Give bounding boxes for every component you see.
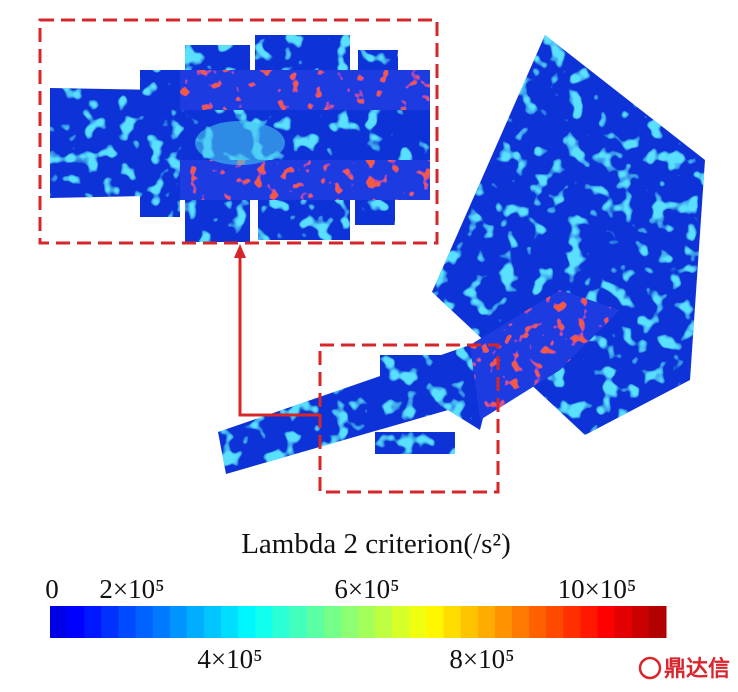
colorbar-step [306, 606, 325, 638]
colorbar-step [204, 606, 222, 638]
tick-label: 2×10⁵ [99, 574, 164, 604]
colorbar-step [221, 606, 239, 638]
colorbar-step [255, 606, 273, 638]
colorbar-step [101, 606, 119, 638]
colorbar-step [340, 606, 359, 638]
colorbar-step [443, 606, 462, 638]
zoom-frame [318, 343, 500, 494]
colorbar-step [409, 606, 427, 638]
watermark: 鼎达信 [664, 656, 730, 682]
colorbar-step [563, 606, 581, 638]
watermark-logo [638, 656, 662, 680]
colorbar-step [426, 606, 445, 638]
colorbar-step [169, 606, 188, 638]
inset-vortex [180, 70, 430, 200]
colorbar-step [323, 606, 342, 638]
colorbar-title: Lambda 2 criterion(/s²) [241, 528, 511, 560]
arrow-head [234, 244, 246, 258]
colorbar-step [186, 606, 205, 638]
colorbar-step [392, 606, 410, 638]
colorbar-step [648, 606, 667, 638]
colorbar-step [289, 606, 308, 638]
colorbar-step [67, 606, 85, 638]
colorbar-step [580, 606, 599, 638]
colorbar-step [631, 606, 650, 638]
tick-label: 0 [45, 574, 59, 604]
tick-label: 6×10⁵ [334, 574, 399, 604]
inset-frame [38, 18, 439, 245]
colorbar-step [152, 606, 171, 638]
tick-label: 4×10⁵ [197, 644, 262, 674]
colorbar-step [358, 606, 376, 638]
colorbar [50, 606, 667, 638]
colorbar-step [135, 606, 154, 638]
colorbar-step [375, 606, 393, 638]
colorbar-step [512, 606, 530, 638]
colorbar-step [494, 606, 513, 638]
colorbar-step [50, 606, 68, 638]
colorbar-step [84, 606, 102, 638]
colorbar-step [238, 606, 256, 638]
vortex-region [470, 290, 620, 420]
colorbar-step [546, 606, 564, 638]
colorbar-step [272, 606, 291, 638]
arrow [238, 252, 320, 417]
colorbar-step [597, 606, 616, 638]
colorbar-step [460, 606, 479, 638]
tick-label: 10×10⁵ [558, 574, 637, 604]
tick-label: 8×10⁵ [449, 644, 514, 674]
colorbar-step [477, 606, 496, 638]
colorbar-step [118, 606, 137, 638]
colorbar-step [614, 606, 633, 638]
colorbar-step [529, 606, 547, 638]
core [195, 121, 285, 165]
